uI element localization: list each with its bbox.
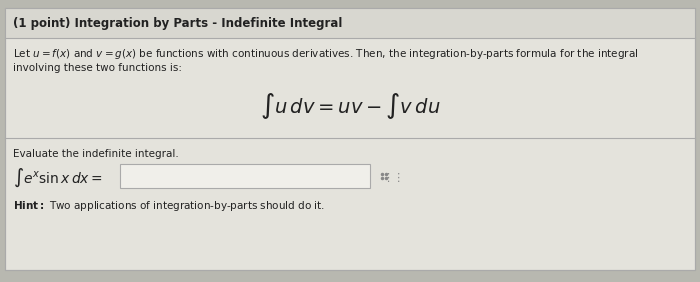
Text: (1 point) Integration by Parts - Indefinite Integral: (1 point) Integration by Parts - Indefin… xyxy=(13,17,342,30)
Text: $\int u\, dv = uv - \int v\, du$: $\int u\, dv = uv - \int v\, du$ xyxy=(260,91,440,121)
Text: Evaluate the indefinite integral.: Evaluate the indefinite integral. xyxy=(13,149,179,159)
Bar xyxy=(5,8,695,38)
Text: involving these two functions is:: involving these two functions is: xyxy=(13,63,182,73)
Text: ⋮⋮: ⋮⋮ xyxy=(382,173,405,183)
Text: $\int e^x \sin x\, dx =$: $\int e^x \sin x\, dx =$ xyxy=(13,167,103,189)
Text: Let $u = f(x)$ and $v = g(x)$ be functions with continuous derivatives. Then, th: Let $u = f(x)$ and $v = g(x)$ be functio… xyxy=(13,47,638,61)
Text: $\mathbf{Hint:}$ Two applications of integration-by-parts should do it.: $\mathbf{Hint:}$ Two applications of int… xyxy=(13,199,325,213)
Bar xyxy=(120,164,370,188)
